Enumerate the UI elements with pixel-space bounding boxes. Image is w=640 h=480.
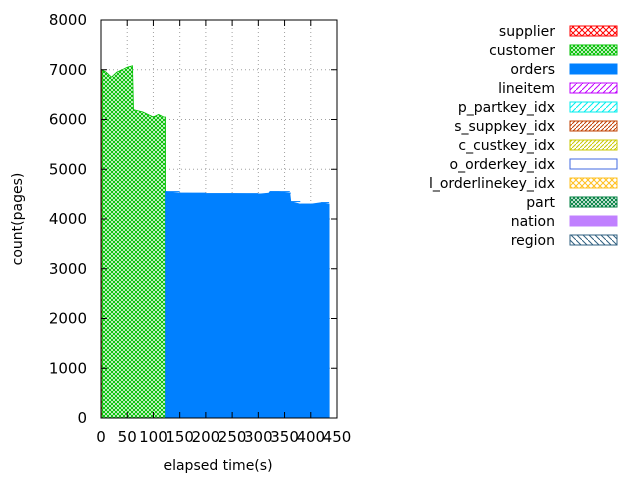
- legend-swatch: [569, 215, 618, 227]
- legend-item-lineitem: lineitem: [498, 81, 618, 97]
- legend: supplier customer orders lineitem p_partkey_…: [429, 24, 618, 249]
- legend-label: p_partkey_idx: [458, 100, 555, 116]
- y-tick-label: 0: [77, 409, 87, 427]
- legend-swatch: [569, 177, 618, 189]
- legend-swatch: [569, 139, 618, 151]
- y-tick-label: 4000: [49, 210, 87, 228]
- y-tick-label: 2000: [49, 310, 87, 328]
- legend-label: part: [526, 195, 555, 211]
- x-tick-label: 0: [96, 428, 106, 446]
- legend-swatch: [569, 196, 618, 208]
- y-tick-label: 6000: [49, 111, 87, 129]
- legend-label: region: [511, 233, 555, 249]
- x-axis-title: elapsed time(s): [163, 458, 272, 474]
- legend-swatch: [569, 101, 618, 113]
- x-tick-label: 150: [165, 428, 194, 446]
- x-tick-label: 250: [218, 428, 247, 446]
- legend-item-o-orderkey-idx: o_orderkey_idx: [450, 157, 618, 173]
- legend-label: c_custkey_idx: [458, 138, 555, 154]
- y-axis-title: count(pages): [10, 173, 26, 266]
- x-tick-label: 400: [296, 428, 325, 446]
- y-tick-label: 3000: [49, 260, 87, 278]
- legend-item-customer: customer: [489, 43, 618, 59]
- x-tick-label: 300: [244, 428, 273, 446]
- x-tick-label: 350: [270, 428, 299, 446]
- y-tick-label: 5000: [49, 160, 87, 178]
- y-tick-label: 8000: [49, 11, 87, 29]
- x-tick-label: 200: [192, 428, 221, 446]
- legend-swatch: [569, 234, 618, 246]
- y-tick-label: 1000: [49, 359, 87, 377]
- series-area-customer: [101, 65, 167, 419]
- legend-item-l-orderlinekey-idx: l_orderlinekey_idx: [429, 176, 618, 192]
- legend-swatch: [569, 158, 618, 170]
- legend-label: customer: [489, 43, 555, 59]
- legend-swatch: [569, 82, 618, 94]
- legend-label: o_orderkey_idx: [450, 157, 555, 173]
- legend-item-region: region: [511, 233, 618, 249]
- legend-label: lineitem: [498, 81, 555, 97]
- x-tick-label: 450: [323, 428, 352, 446]
- legend-swatch: [569, 63, 618, 75]
- legend-label: supplier: [499, 24, 555, 40]
- series-area-orders: [165, 191, 330, 419]
- legend-label: l_orderlinekey_idx: [429, 176, 555, 192]
- x-tick-label: 50: [118, 428, 137, 446]
- x-tick-label: 100: [139, 428, 168, 446]
- plot-series: [100, 65, 330, 419]
- legend-item-p-partkey-idx: p_partkey_idx: [458, 100, 618, 116]
- legend-item-c-custkey-idx: c_custkey_idx: [458, 138, 618, 154]
- legend-swatch: [569, 25, 618, 37]
- legend-item-nation: nation: [511, 214, 618, 230]
- legend-item-part: part: [526, 195, 618, 211]
- legend-swatch: [569, 44, 618, 56]
- legend-label: orders: [510, 62, 555, 78]
- legend-label: nation: [511, 214, 555, 230]
- legend-label: s_suppkey_idx: [454, 119, 555, 135]
- legend-item-s-suppkey-idx: s_suppkey_idx: [454, 119, 618, 135]
- y-tick-label: 7000: [49, 61, 87, 79]
- legend-item-supplier: supplier: [499, 24, 618, 40]
- legend-item-orders: orders: [510, 62, 618, 78]
- legend-swatch: [569, 120, 618, 132]
